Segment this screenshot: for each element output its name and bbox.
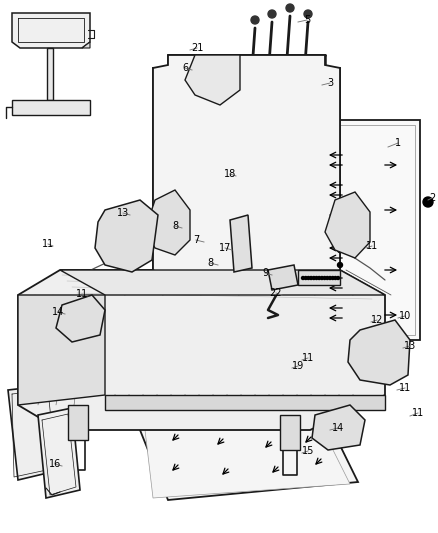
Text: 21: 21 [191,43,203,53]
Text: 13: 13 [117,208,129,218]
Text: 3: 3 [327,78,333,88]
Polygon shape [138,425,358,500]
Circle shape [304,277,307,279]
Text: 12: 12 [371,315,383,325]
Polygon shape [153,55,340,278]
Text: 11: 11 [412,408,424,418]
Polygon shape [298,270,340,285]
Polygon shape [280,415,300,450]
Circle shape [338,262,343,268]
Polygon shape [12,13,90,48]
Polygon shape [185,55,240,105]
Polygon shape [82,42,90,48]
Polygon shape [12,100,90,115]
Text: 11: 11 [399,383,411,393]
Text: 11: 11 [76,289,88,299]
Polygon shape [38,408,80,498]
Circle shape [301,277,304,279]
Circle shape [315,277,318,279]
Circle shape [323,277,326,279]
Circle shape [304,10,312,18]
Text: 10: 10 [399,311,411,321]
Circle shape [85,317,91,323]
Text: 19: 19 [292,361,304,371]
Circle shape [69,309,75,315]
Circle shape [160,230,166,235]
Circle shape [272,274,279,281]
Polygon shape [312,405,365,450]
Text: 14: 14 [52,307,64,317]
Polygon shape [56,295,105,342]
Circle shape [328,277,332,279]
Circle shape [310,277,313,279]
Text: 6: 6 [182,63,188,73]
Polygon shape [60,270,385,295]
Text: 15: 15 [302,446,314,456]
Polygon shape [305,125,415,335]
Polygon shape [145,190,190,255]
Text: 8: 8 [172,221,178,231]
Text: 5: 5 [304,15,310,25]
Text: 11: 11 [302,353,314,363]
Circle shape [307,277,310,279]
Polygon shape [68,405,88,440]
Polygon shape [105,395,385,410]
Polygon shape [18,295,105,405]
Circle shape [331,277,334,279]
Circle shape [160,213,166,217]
Text: 14: 14 [332,423,344,433]
Polygon shape [230,215,252,272]
Polygon shape [145,430,350,498]
Text: 1: 1 [395,138,401,148]
Circle shape [170,247,174,253]
Text: 13: 13 [404,341,416,351]
Circle shape [334,277,337,279]
Circle shape [312,277,315,279]
Circle shape [326,277,329,279]
Circle shape [321,277,323,279]
Circle shape [338,247,343,253]
Polygon shape [325,192,370,258]
Polygon shape [268,265,298,290]
Text: 7: 7 [193,235,199,245]
Text: 11: 11 [366,241,378,251]
Circle shape [268,10,276,18]
Text: 11: 11 [42,239,54,249]
Text: 22: 22 [270,288,282,298]
Text: 17: 17 [219,243,231,253]
Circle shape [286,4,294,12]
Polygon shape [47,48,53,100]
Circle shape [423,197,433,207]
Polygon shape [8,385,60,480]
Circle shape [325,419,331,425]
Circle shape [318,277,321,279]
Text: 2: 2 [429,193,435,203]
Circle shape [287,273,291,277]
Polygon shape [18,270,385,430]
Polygon shape [300,120,420,340]
Text: 8: 8 [207,258,213,268]
Text: 18: 18 [224,169,236,179]
Circle shape [336,277,339,279]
Text: 16: 16 [49,459,61,469]
Circle shape [251,16,259,24]
Polygon shape [348,320,410,385]
Polygon shape [95,200,158,272]
Text: 9: 9 [262,268,268,278]
